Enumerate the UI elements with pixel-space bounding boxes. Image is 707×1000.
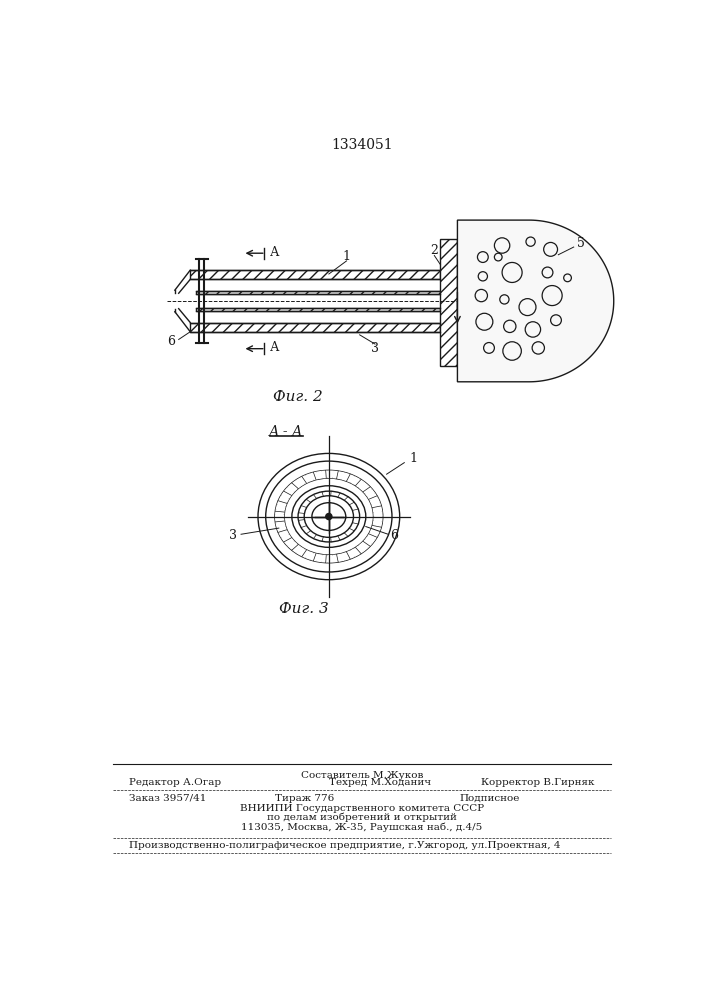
Circle shape (326, 513, 332, 520)
Polygon shape (440, 239, 457, 366)
Polygon shape (371, 525, 382, 531)
Polygon shape (354, 546, 364, 554)
Text: 6: 6 (167, 335, 175, 348)
Polygon shape (457, 220, 614, 382)
Polygon shape (322, 555, 327, 563)
Text: 5: 5 (578, 237, 585, 250)
Text: 3: 3 (228, 529, 237, 542)
Polygon shape (346, 474, 355, 483)
Polygon shape (281, 534, 291, 542)
Polygon shape (284, 487, 294, 495)
Polygon shape (373, 512, 382, 517)
Polygon shape (365, 489, 375, 497)
Polygon shape (291, 480, 301, 489)
Text: Производственно-полиграфическое предприятие, г.Ужгород, ул.Проектная, 4: Производственно-полиграфическое предприя… (129, 841, 560, 850)
Text: Подписное: Подписное (460, 794, 520, 803)
Text: Техред М.Ходанич: Техред М.Ходанич (329, 778, 431, 787)
Polygon shape (358, 482, 368, 490)
Polygon shape (351, 548, 360, 557)
Polygon shape (332, 554, 339, 563)
Polygon shape (316, 554, 323, 562)
Polygon shape (305, 551, 314, 560)
Polygon shape (368, 532, 378, 540)
Polygon shape (287, 483, 298, 492)
Polygon shape (281, 491, 291, 499)
Polygon shape (197, 308, 440, 311)
Polygon shape (190, 323, 440, 332)
Polygon shape (322, 470, 327, 478)
Polygon shape (296, 477, 305, 486)
Text: по делам изобретений и открытий: по делам изобретений и открытий (267, 813, 457, 822)
Polygon shape (358, 543, 368, 551)
Polygon shape (276, 523, 286, 529)
Polygon shape (373, 507, 382, 512)
Polygon shape (346, 550, 355, 559)
Polygon shape (279, 495, 289, 503)
Text: 1: 1 (343, 250, 351, 263)
Polygon shape (370, 497, 380, 504)
Polygon shape (275, 509, 285, 515)
Polygon shape (371, 502, 382, 508)
Polygon shape (275, 519, 285, 524)
Text: Составитель М.Жуков: Составитель М.Жуков (300, 771, 423, 780)
Polygon shape (279, 531, 289, 538)
Polygon shape (287, 541, 298, 550)
Text: 3: 3 (371, 342, 379, 355)
Polygon shape (373, 517, 382, 521)
Polygon shape (351, 476, 360, 485)
Polygon shape (305, 473, 314, 482)
Polygon shape (275, 514, 284, 519)
Polygon shape (337, 471, 344, 480)
Text: А - А: А - А (269, 425, 304, 439)
Polygon shape (316, 471, 323, 479)
Text: 1334051: 1334051 (331, 138, 393, 152)
Text: Корректор В.Гирняк: Корректор В.Гирняк (481, 778, 595, 787)
Text: 6: 6 (390, 529, 398, 542)
Text: 2: 2 (431, 244, 438, 257)
Text: А: А (270, 246, 280, 259)
Polygon shape (373, 521, 382, 526)
Text: ВНИИПИ Государственного комитета СССР: ВНИИПИ Государственного комитета СССР (240, 804, 484, 813)
Polygon shape (341, 552, 350, 561)
Polygon shape (277, 527, 287, 533)
Polygon shape (277, 500, 287, 506)
Polygon shape (370, 529, 380, 536)
Polygon shape (284, 538, 294, 546)
Polygon shape (291, 544, 301, 553)
Polygon shape (300, 475, 309, 484)
Polygon shape (365, 536, 375, 544)
Polygon shape (362, 485, 372, 494)
Text: Редактор А.Огар: Редактор А.Огар (129, 778, 221, 787)
Polygon shape (368, 493, 378, 501)
Polygon shape (296, 547, 305, 556)
Polygon shape (327, 470, 333, 478)
Text: 113035, Москва, Ж-35, Раушская наб., д.4/5: 113035, Москва, Ж-35, Раушская наб., д.4… (241, 822, 483, 832)
Text: Заказ 3957/41: Заказ 3957/41 (129, 794, 206, 803)
Polygon shape (276, 504, 286, 510)
Polygon shape (190, 270, 440, 279)
Polygon shape (310, 553, 318, 561)
Text: А: А (270, 341, 280, 354)
Polygon shape (332, 470, 339, 479)
Polygon shape (337, 553, 344, 562)
Polygon shape (341, 472, 350, 481)
Text: Тираж 776: Тираж 776 (275, 794, 334, 803)
Polygon shape (310, 472, 318, 480)
Polygon shape (197, 291, 440, 294)
Polygon shape (354, 479, 364, 488)
Polygon shape (327, 555, 333, 563)
Polygon shape (300, 549, 309, 558)
Text: Фиг. 3: Фиг. 3 (279, 602, 329, 616)
Text: Фиг. 2: Фиг. 2 (273, 390, 323, 404)
Polygon shape (362, 540, 372, 548)
Text: 1: 1 (409, 452, 418, 465)
